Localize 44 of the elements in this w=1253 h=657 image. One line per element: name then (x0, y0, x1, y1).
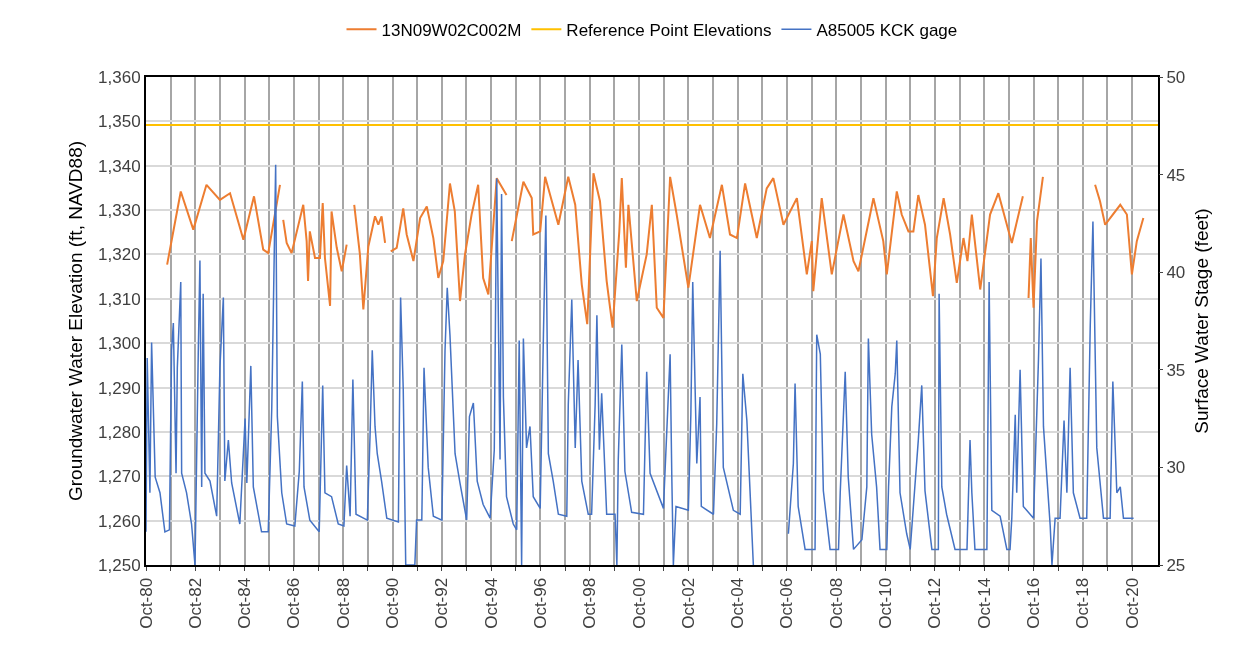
x-tick-label: Oct-86 (284, 577, 304, 629)
x-tick-label: Oct-90 (383, 577, 403, 629)
y-tick-label: 1,280 (98, 422, 141, 442)
x-tick-label: Oct-84 (235, 577, 255, 629)
x-tick-label: Oct-82 (185, 577, 205, 629)
x-tick-label: Oct-20 (1122, 577, 1142, 629)
x-tick-label: Oct-14 (974, 577, 994, 629)
x-tick-label: Oct-80 (136, 577, 156, 629)
x-tick-label: Oct-92 (432, 577, 452, 629)
y-tick-label: 1,340 (98, 156, 141, 176)
y-tick-label: 1,270 (98, 467, 141, 487)
legend-label: Reference Point Elevations (566, 20, 772, 40)
x-tick-label: Oct-88 (333, 577, 353, 629)
x-tick-label: Oct-12 (925, 577, 945, 629)
x-tick-label: Oct-00 (629, 577, 649, 629)
y-tick-label: 1,260 (98, 511, 141, 531)
y-tick-label: 1,300 (98, 334, 141, 354)
x-tick-label: Oct-08 (826, 577, 846, 629)
legend-label: A85005 KCK gage (816, 20, 958, 40)
y-tick-label: 1,360 (98, 67, 141, 87)
y-tick-label: 1,350 (98, 112, 141, 132)
y2-tick-label: 45 (1166, 165, 1186, 185)
y-tick-label: 1,290 (98, 378, 141, 398)
legend-label: 13N09W02C002M (381, 20, 522, 40)
x-tick-label: Oct-02 (678, 577, 698, 629)
x-tick-label: Oct-18 (1073, 577, 1093, 629)
y2-tick-label: 35 (1166, 360, 1186, 380)
y2-tick-label: 40 (1166, 263, 1186, 283)
x-tick-label: Oct-06 (777, 577, 797, 629)
x-tick-label: Oct-10 (876, 577, 896, 629)
y2-tick-label: 25 (1166, 555, 1186, 575)
y-tick-label: 1,320 (98, 245, 141, 265)
y-axis-title: Groundwater Water Elevation (ft, NAVD88) (65, 140, 87, 502)
y-tick-label: 1,250 (98, 555, 141, 575)
x-tick-label: Oct-98 (580, 577, 600, 629)
y2-tick-label: 50 (1166, 67, 1186, 87)
x-tick-label: Oct-16 (1024, 577, 1044, 629)
y2-axis-title: Surface Water Stage (feet) (1191, 208, 1213, 434)
x-tick-label: Oct-96 (530, 577, 550, 629)
y-tick-label: 1,310 (98, 289, 141, 309)
y2-tick-label: 30 (1166, 458, 1186, 478)
x-tick-label: Oct-94 (481, 577, 501, 629)
x-tick-label: Oct-04 (728, 577, 748, 629)
y-tick-label: 1,330 (98, 201, 141, 221)
